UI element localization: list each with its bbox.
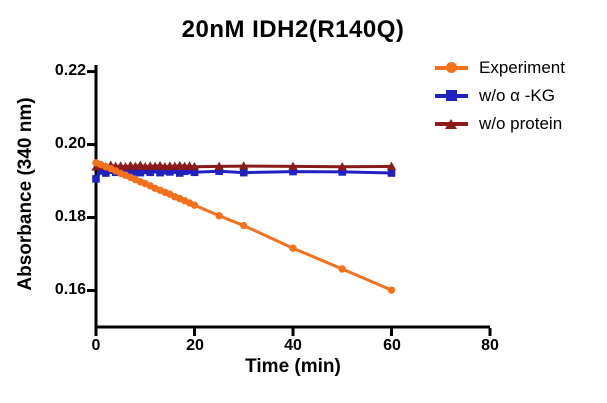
experiment-data-point xyxy=(240,221,248,230)
wo-alpha-kg-data-point xyxy=(141,166,150,175)
wo-alpha-kg-data-point xyxy=(131,168,140,176)
wo-alpha-kg-data-point xyxy=(180,167,189,175)
wo-alpha-kg-data-point xyxy=(239,168,248,177)
x-axis-label: Time (min) xyxy=(245,356,341,377)
y-tick-label-0.18: 0.18 xyxy=(54,208,86,225)
wo-alpha-kg-data-point xyxy=(171,166,179,174)
legend-label-experiment: Experiment xyxy=(479,58,565,77)
wo-alpha-kg-data-point xyxy=(166,168,174,176)
experiment-data-point xyxy=(215,212,223,220)
x-tick-label-20: 20 xyxy=(186,337,204,354)
y-tick-label-0.16: 0.16 xyxy=(54,281,86,298)
x-tick-label-80: 80 xyxy=(481,337,499,354)
wo-alpha-kg-data-point xyxy=(161,167,169,175)
x-tick-label-40: 40 xyxy=(284,337,302,354)
legend-item-wo-protein: w/o protein xyxy=(435,113,562,135)
wo-alpha-kg-data-point xyxy=(185,166,194,175)
wo-protein-data-point xyxy=(337,162,347,171)
wo-alpha-kg-data-point xyxy=(190,168,199,177)
wo-alpha-kg-data-point xyxy=(146,168,154,177)
wo-alpha-kg-data-point xyxy=(92,175,100,183)
legend-item-wo-alpha-kg: w/o α -KG xyxy=(435,85,555,107)
wo-alpha-kg-data-point xyxy=(136,168,145,177)
legend-label-wo-alpha-kg: w/o α -KG xyxy=(479,86,555,105)
experiment-data-point xyxy=(289,244,297,252)
wo-alpha-kg-data-point xyxy=(97,167,105,175)
wo-protein-data-point xyxy=(288,161,298,170)
wo-protein-data-point xyxy=(386,161,397,170)
experiment-data-point xyxy=(190,201,199,209)
wo-protein-data-point xyxy=(189,162,200,171)
experiment-legend-marker-icon xyxy=(435,57,468,79)
wo-alpha-kg-data-point xyxy=(102,169,110,177)
wo-protein-data-point xyxy=(239,161,249,170)
legend-item-experiment: Experiment xyxy=(435,57,565,79)
legend-label-wo-protein: w/o protein xyxy=(479,114,563,133)
y-tick-label-0.20: 0.20 xyxy=(54,135,86,152)
experiment-data-point xyxy=(387,286,396,294)
y-axis-label: Absorbance (340 nm) xyxy=(15,97,36,291)
wo-protein-data-point xyxy=(214,161,224,170)
wo-alpha-kg-legend-marker-icon xyxy=(435,85,468,107)
experiment-data-point xyxy=(338,265,346,273)
wo-alpha-kg-data-point xyxy=(126,166,135,174)
x-tick-label-0: 0 xyxy=(91,337,101,354)
wo-alpha-kg-data-point xyxy=(215,167,223,175)
y-tick-label-0.22: 0.22 xyxy=(54,62,86,79)
chart-title: 20nM IDH2(R140Q) xyxy=(181,16,405,43)
wo-alpha-kg-data-point xyxy=(156,168,164,177)
wo-alpha-kg-data-point xyxy=(387,169,396,177)
wo-alpha-kg-data-point xyxy=(175,169,184,177)
wo-alpha-kg-data-point xyxy=(338,168,347,176)
wo-alpha-kg-data-point xyxy=(289,167,297,176)
x-tick-label-60: 60 xyxy=(383,337,401,354)
wo-protein-legend-marker-icon xyxy=(435,113,468,135)
axes-frame xyxy=(94,65,490,329)
